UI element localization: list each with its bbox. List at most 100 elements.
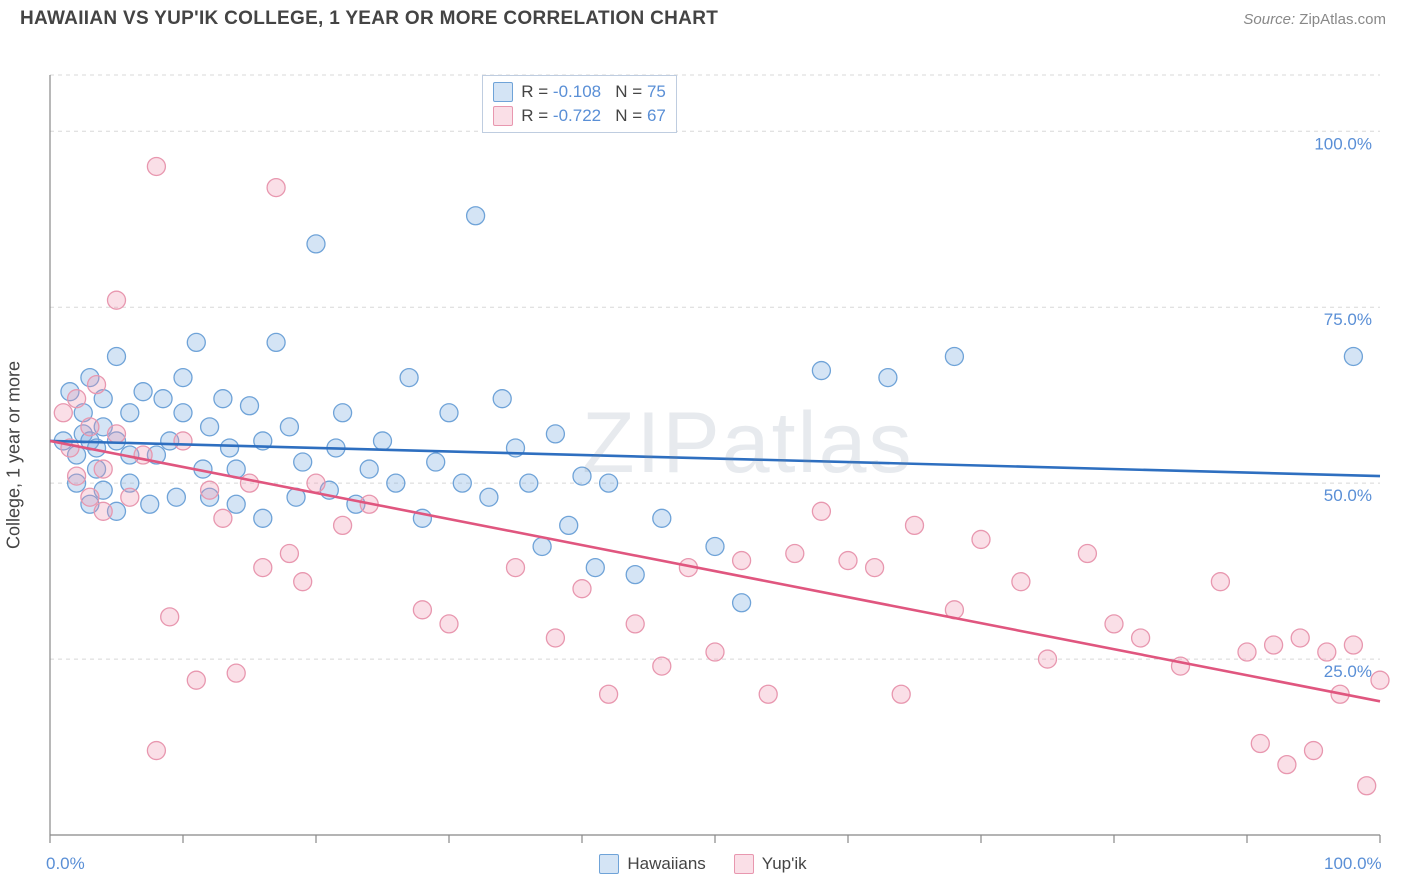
data-point bbox=[147, 157, 165, 175]
data-point bbox=[1344, 636, 1362, 654]
data-point bbox=[892, 685, 910, 703]
y-tick-label: 25.0% bbox=[1324, 662, 1372, 681]
data-point bbox=[1305, 742, 1323, 760]
data-point bbox=[626, 566, 644, 584]
data-point bbox=[1291, 629, 1309, 647]
data-point bbox=[945, 347, 963, 365]
data-point bbox=[759, 685, 777, 703]
data-point bbox=[254, 509, 272, 527]
data-point bbox=[706, 537, 724, 555]
regression-line bbox=[50, 441, 1380, 476]
data-point bbox=[1278, 756, 1296, 774]
data-point bbox=[154, 390, 172, 408]
stats-swatch bbox=[493, 106, 513, 126]
data-point bbox=[294, 453, 312, 471]
data-point bbox=[167, 488, 185, 506]
data-point bbox=[68, 390, 86, 408]
data-point bbox=[267, 333, 285, 351]
data-point bbox=[161, 608, 179, 626]
data-point bbox=[108, 425, 126, 443]
data-point bbox=[214, 390, 232, 408]
data-point bbox=[812, 502, 830, 520]
data-point bbox=[733, 594, 751, 612]
chart-header: HAWAIIAN VS YUP'IK COLLEGE, 1 YEAR OR MO… bbox=[0, 0, 1406, 30]
data-point bbox=[1238, 643, 1256, 661]
data-point bbox=[294, 573, 312, 591]
data-point bbox=[906, 516, 924, 534]
data-point bbox=[280, 418, 298, 436]
data-point bbox=[866, 559, 884, 577]
data-point bbox=[227, 495, 245, 513]
data-point bbox=[88, 376, 106, 394]
data-point bbox=[108, 291, 126, 309]
data-point bbox=[280, 545, 298, 563]
y-tick-label: 100.0% bbox=[1314, 134, 1372, 153]
correlation-stats-box: R = -0.108 N = 75R = -0.722 N = 67 bbox=[482, 75, 677, 133]
data-point bbox=[520, 474, 538, 492]
data-point bbox=[307, 235, 325, 253]
data-point bbox=[267, 179, 285, 197]
data-point bbox=[94, 460, 112, 478]
data-point bbox=[600, 685, 618, 703]
stats-row: R = -0.108 N = 75 bbox=[493, 80, 666, 104]
data-point bbox=[1265, 636, 1283, 654]
stats-swatch bbox=[493, 82, 513, 102]
data-point bbox=[334, 404, 352, 422]
data-point bbox=[1251, 735, 1269, 753]
legend-item: Hawaiians bbox=[599, 854, 705, 874]
data-point bbox=[174, 432, 192, 450]
legend-swatch bbox=[599, 854, 619, 874]
chart-area: College, 1 year or more 25.0%50.0%75.0%1… bbox=[0, 30, 1406, 880]
y-tick-label: 50.0% bbox=[1324, 486, 1372, 505]
regression-line bbox=[50, 441, 1380, 701]
data-point bbox=[600, 474, 618, 492]
legend-bottom: Hawaiians Yup'ik bbox=[0, 854, 1406, 874]
y-tick-label: 75.0% bbox=[1324, 310, 1372, 329]
data-point bbox=[786, 545, 804, 563]
data-point bbox=[427, 453, 445, 471]
data-point bbox=[972, 530, 990, 548]
data-point bbox=[546, 425, 564, 443]
data-point bbox=[879, 369, 897, 387]
scatter-plot-svg: 25.0% 50.0% 75.0% 100.0% bbox=[0, 30, 1406, 880]
legend-item: Yup'ik bbox=[734, 854, 807, 874]
source-value: ZipAtlas.com bbox=[1299, 11, 1386, 28]
data-point bbox=[413, 601, 431, 619]
stats-text: R = -0.108 N = 75 bbox=[521, 82, 666, 102]
data-point bbox=[440, 615, 458, 633]
data-point bbox=[201, 418, 219, 436]
data-point bbox=[387, 474, 405, 492]
data-point bbox=[1318, 643, 1336, 661]
stats-row: R = -0.722 N = 67 bbox=[493, 104, 666, 128]
data-point bbox=[1344, 347, 1362, 365]
data-point bbox=[1132, 629, 1150, 647]
data-point bbox=[108, 347, 126, 365]
data-point bbox=[121, 488, 139, 506]
data-point bbox=[374, 432, 392, 450]
data-point bbox=[839, 552, 857, 570]
data-point bbox=[1078, 545, 1096, 563]
data-point bbox=[121, 404, 139, 422]
data-point bbox=[733, 552, 751, 570]
data-point bbox=[1211, 573, 1229, 591]
data-point bbox=[1371, 671, 1389, 689]
data-point bbox=[334, 516, 352, 534]
legend-swatch bbox=[734, 854, 754, 874]
data-point bbox=[174, 404, 192, 422]
data-point bbox=[400, 369, 418, 387]
data-point bbox=[653, 657, 671, 675]
chart-title: HAWAIIAN VS YUP'IK COLLEGE, 1 YEAR OR MO… bbox=[20, 8, 718, 30]
data-point bbox=[493, 390, 511, 408]
data-point bbox=[440, 404, 458, 422]
data-point bbox=[1358, 777, 1376, 795]
data-point bbox=[147, 742, 165, 760]
data-point bbox=[706, 643, 724, 661]
data-point bbox=[54, 404, 72, 422]
data-point bbox=[134, 383, 152, 401]
data-point bbox=[653, 509, 671, 527]
data-point bbox=[214, 509, 232, 527]
legend-label: Hawaiians bbox=[627, 854, 705, 874]
data-point bbox=[187, 671, 205, 689]
data-point bbox=[221, 439, 239, 457]
data-point bbox=[254, 559, 272, 577]
